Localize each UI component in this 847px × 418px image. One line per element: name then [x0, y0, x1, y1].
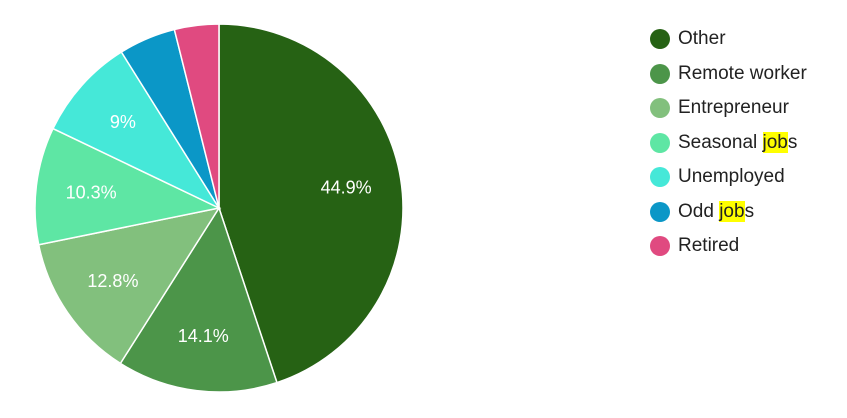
- pie-slice-entrepreneur: [37, 206, 221, 365]
- legend-item-entrepreneur: Entrepreneur: [650, 91, 807, 126]
- pie-slice-labels: 44.9% 14.1% 12.8% 10.3% 9%: [66, 112, 372, 346]
- legend-swatch: [650, 201, 670, 222]
- pie-slice-remote-worker: [119, 206, 278, 393]
- legend-item-unemployed: Unemployed: [650, 160, 807, 195]
- slice-label-remote-worker: 14.1%: [178, 326, 229, 346]
- pie-chart: 44.9% 14.1% 12.8% 10.3% 9%: [34, 23, 404, 393]
- legend-item-other: Other: [650, 22, 807, 57]
- legend-label: Retired: [678, 235, 740, 257]
- legend-label: Entrepreneur: [678, 97, 789, 119]
- slice-label-other: 44.9%: [321, 177, 372, 197]
- legend-item-remote-worker: Remote worker: [650, 57, 807, 92]
- pie-slice-seasonal-jobs: [34, 127, 222, 246]
- slice-label-seasonal-jobs: 10.3%: [66, 182, 117, 202]
- slice-label-unemployed: 9%: [110, 112, 136, 132]
- legend-item-retired: Retired: [650, 229, 807, 264]
- highlighted-text: job: [719, 200, 745, 222]
- pie-slice-unemployed: [52, 50, 222, 210]
- legend-label: Seasonal jobs: [678, 131, 798, 153]
- slice-label-entrepreneur: 12.8%: [87, 271, 138, 291]
- legend-label: Odd jobs: [678, 200, 755, 222]
- legend-swatch: [650, 98, 670, 119]
- legend-swatch: [650, 63, 670, 84]
- legend-swatch: [650, 236, 670, 257]
- highlighted-text: job: [762, 131, 788, 153]
- legend-label: Unemployed: [678, 166, 785, 188]
- legend-label: Other: [678, 28, 726, 50]
- pie-slices: [34, 23, 404, 393]
- legend-swatch: [650, 167, 670, 188]
- legend-swatch: [650, 132, 670, 153]
- legend-swatch: [650, 29, 670, 50]
- legend-item-seasonal-jobs: Seasonal jobs: [650, 126, 807, 161]
- legend: Other Remote worker Entrepreneur Seasonal j…: [650, 22, 807, 264]
- legend-label: Remote worker: [678, 62, 807, 84]
- legend-item-odd-jobs: Odd jobs: [650, 195, 807, 230]
- pie-slice-other: [218, 23, 404, 384]
- pie-slice-retired: [173, 23, 220, 209]
